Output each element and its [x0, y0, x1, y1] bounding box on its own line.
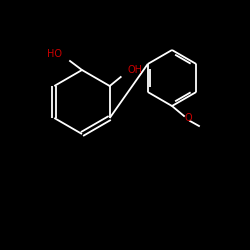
Text: O: O [184, 113, 192, 123]
Text: HO: HO [47, 49, 62, 59]
Text: OH: OH [128, 65, 143, 75]
